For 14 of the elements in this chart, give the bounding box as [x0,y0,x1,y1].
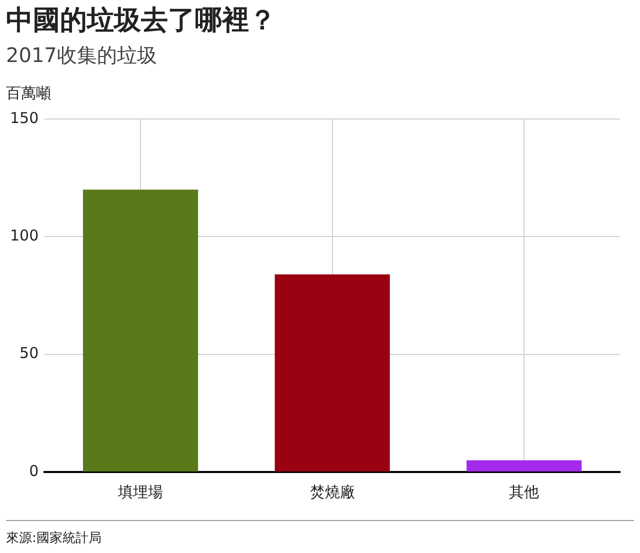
x-tick-label: 填埋場 [117,482,164,501]
bar [274,274,390,472]
text: 來源:國家統計局 [6,520,634,547]
y-tick-label: 50 [20,344,39,362]
x-tick-label: 焚燒廠 [310,482,355,501]
chart-subtitle: 2017收集的垃圾 [6,42,157,69]
y-tick-label: 0 [29,462,39,480]
x-tick-label: 其他 [509,482,540,501]
bar [82,190,198,472]
y-axis-title: 百萬噸 [6,84,51,103]
bar [466,460,582,472]
y-tick-label: 150 [10,108,39,127]
chart-title: 中國的垃圾去了哪裡？ [6,4,276,38]
y-tick-label: 100 [10,226,39,245]
